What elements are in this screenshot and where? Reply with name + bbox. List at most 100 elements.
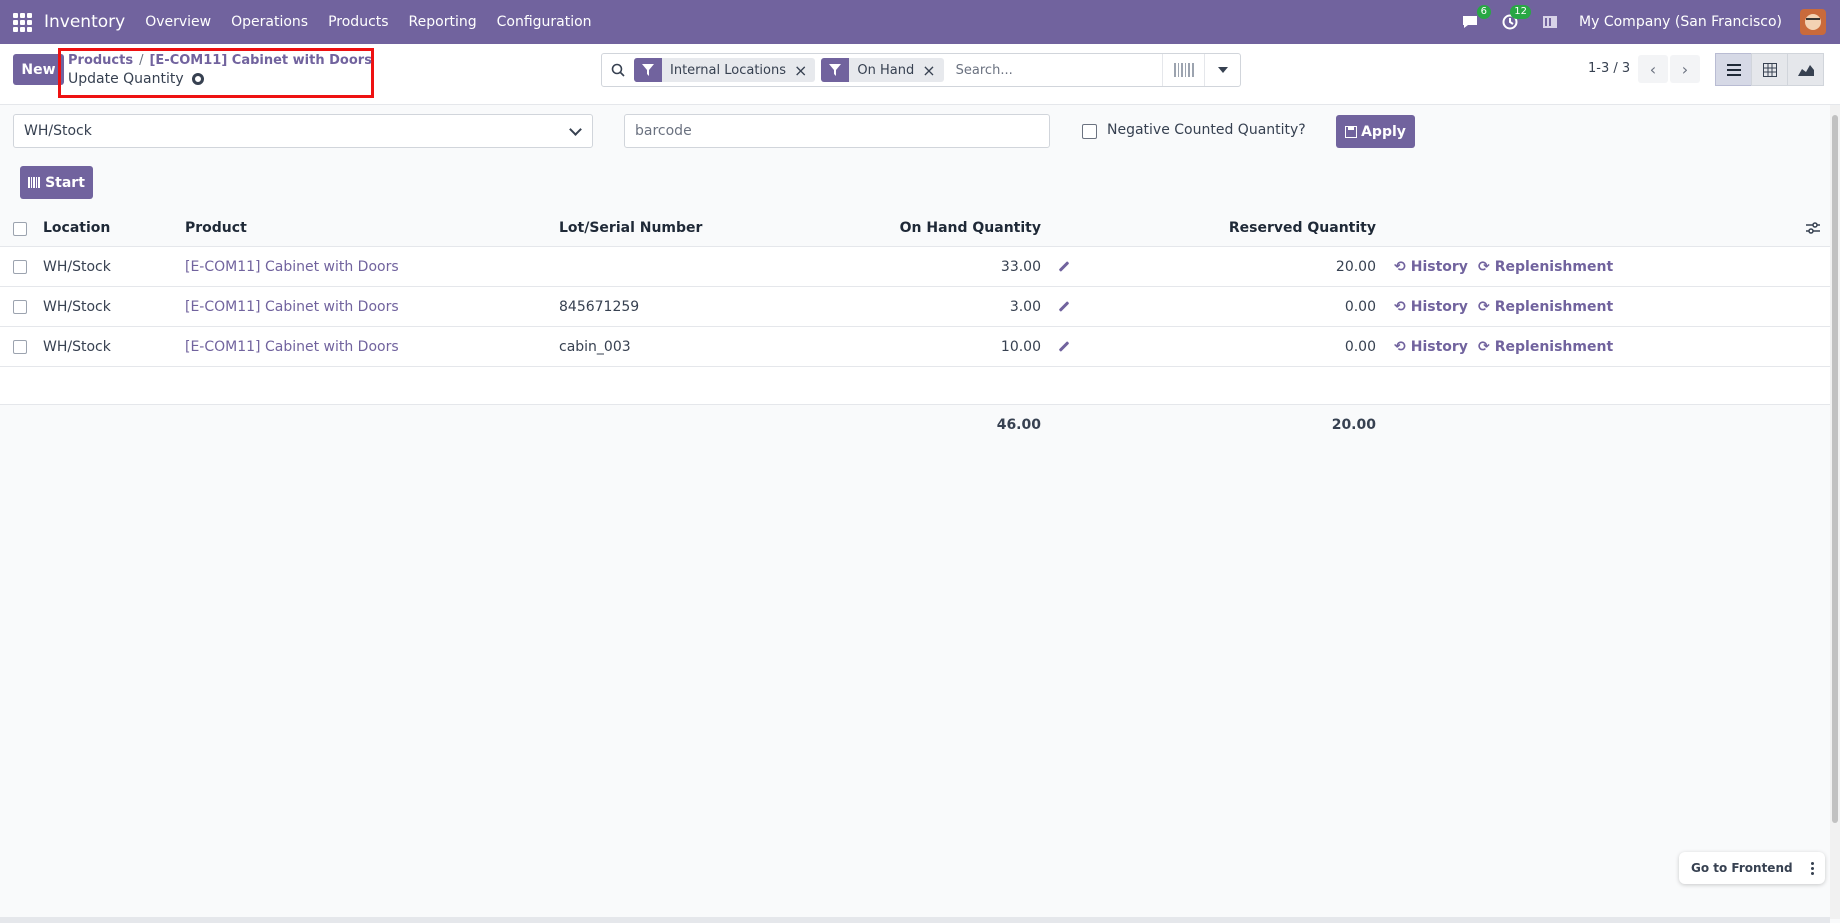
header-product[interactable]: Product [185,219,247,236]
start-button[interactable]: Start [20,166,93,199]
total-reserved: 20.00 [1331,417,1376,433]
cell-on-hand[interactable]: 33.00 [1000,258,1041,275]
menu-overview[interactable]: Overview [145,14,212,30]
barcode-input[interactable] [624,114,1050,148]
menu-reporting[interactable]: Reporting [408,14,477,30]
pencil-icon[interactable] [1058,287,1070,326]
history-icon: ⟲ [1394,258,1406,275]
pivot-view-icon[interactable] [1751,53,1788,86]
chevron-right-icon[interactable]: › [1670,55,1700,83]
breadcrumb-products[interactable]: Products [68,53,134,68]
messages-icon[interactable]: 6 [1459,5,1492,33]
new-button[interactable]: New [13,54,64,85]
chevron-left-icon[interactable]: ‹ [1638,55,1668,83]
breadcrumb-record[interactable]: [E-COM11] Cabinet with Doors [149,53,372,68]
menu-operations[interactable]: Operations [231,14,309,30]
list-view-icon[interactable] [1715,53,1752,86]
facet-label: Internal Locations [670,62,786,78]
table-row[interactable]: WH/Stock [E-COM11] Cabinet with Doors 33… [0,247,1830,287]
graph-view-icon[interactable] [1787,53,1824,86]
facet-label: On Hand [857,62,915,78]
cell-lot: 845671259 [559,298,640,315]
table-row[interactable]: WH/Stock [E-COM11] Cabinet with Doors ca… [0,327,1830,367]
history-label: History [1410,258,1468,275]
close-icon[interactable]: × [922,60,936,80]
row-checkbox[interactable] [13,260,27,274]
header-on-hand[interactable]: On Hand Quantity [899,219,1041,236]
table-header: Location Product Lot/Serial Number On Ha… [0,209,1830,247]
app-name[interactable]: Inventory [44,12,126,32]
breadcrumb: Products / [E-COM11] Cabinet with Doors [68,53,372,68]
location-select[interactable]: WH/Stock [13,114,593,148]
vertical-scrollbar[interactable] [1830,105,1840,919]
filter-icon [821,58,850,82]
more-options-icon[interactable] [1799,861,1825,875]
pencil-icon[interactable] [1058,327,1070,366]
go-to-frontend-button[interactable]: Go to Frontend [1691,861,1793,875]
user-avatar[interactable] [1800,9,1826,35]
facet-internal-locations: Internal Locations × [634,58,816,82]
refresh-icon: ⟳ [1478,298,1490,315]
select-all-checkbox[interactable] [13,222,27,236]
header-reserved[interactable]: Reserved Quantity [1228,219,1376,236]
search-bar: Internal Locations × On Hand × [601,53,1241,87]
barcode-icon[interactable] [1162,54,1204,86]
history-icon: ⟲ [1394,298,1406,315]
history-button[interactable]: ⟲ History [1394,247,1468,286]
pager-value[interactable]: 1-3 / 3 [1588,61,1631,76]
cell-location: WH/Stock [43,338,111,355]
pencil-icon[interactable] [1058,247,1070,286]
replenishment-button[interactable]: ⟳ Replenishment [1478,247,1613,286]
cell-on-hand[interactable]: 3.00 [1009,298,1041,315]
systray: 6 12 My Company (San Francisco) [1459,5,1840,35]
activities-icon[interactable]: 12 [1499,5,1532,33]
replenishment-button[interactable]: ⟳ Replenishment [1478,327,1613,366]
empty-row [0,367,1830,405]
table-row[interactable]: WH/Stock [E-COM11] Cabinet with Doors 84… [0,287,1830,327]
history-button[interactable]: ⟲ History [1394,287,1468,326]
cell-product[interactable]: [E-COM11] Cabinet with Doors [185,298,399,315]
replenishment-label: Replenishment [1494,298,1614,315]
replenishment-button[interactable]: ⟳ Replenishment [1478,287,1613,326]
row-checkbox[interactable] [13,300,27,314]
refresh-icon: ⟳ [1478,338,1490,355]
gear-icon[interactable] [191,73,204,85]
row-checkbox[interactable] [13,340,27,354]
search-input[interactable] [949,55,1162,85]
menu-products[interactable]: Products [328,14,389,30]
barcode-icon [28,177,41,188]
page-title: Update Quantity [68,71,204,87]
page-title-text: Update Quantity [68,71,184,87]
control-panel: New Products / [E-COM11] Cabinet with Door… [0,44,1840,105]
cell-on-hand[interactable]: 10.00 [1000,338,1041,355]
cell-reserved: 20.00 [1335,258,1376,275]
header-lot[interactable]: Lot/Serial Number [559,219,703,236]
cell-location: WH/Stock [43,298,111,315]
header-location[interactable]: Location [43,219,111,236]
replenishment-label: Replenishment [1494,258,1614,275]
replenishment-label: Replenishment [1494,338,1614,355]
negative-qty-checkbox[interactable] [1082,124,1097,139]
menu-configuration[interactable]: Configuration [496,14,592,30]
cell-reserved: 0.00 [1344,338,1376,355]
apply-button[interactable]: Apply [1336,115,1415,148]
filter-icon [634,58,662,82]
cell-lot: cabin_003 [559,338,631,355]
top-navbar: Inventory Overview Operations Products R… [0,0,1840,44]
company-switch-icon[interactable] [1539,11,1561,33]
cell-product[interactable]: [E-COM11] Cabinet with Doors [185,258,399,275]
quants-table: Location Product Lot/Serial Number On Ha… [0,209,1830,445]
company-name[interactable]: My Company (San Francisco) [1579,14,1782,30]
chevron-down-icon [569,123,582,136]
scrollbar-thumb[interactable] [1832,115,1838,823]
caret-down-icon[interactable] [1204,54,1240,86]
history-button[interactable]: ⟲ History [1394,327,1468,366]
cell-product[interactable]: [E-COM11] Cabinet with Doors [185,338,399,355]
save-icon [1345,125,1358,138]
app-menu-icon[interactable] [0,0,44,44]
horizontal-scrollbar[interactable] [0,917,1830,923]
close-icon[interactable]: × [794,60,808,80]
negative-qty-label: Negative Counted Quantity? [1107,122,1306,138]
main-menu: Overview Operations Products Reporting C… [145,14,591,30]
optional-columns-icon[interactable] [1806,209,1820,246]
